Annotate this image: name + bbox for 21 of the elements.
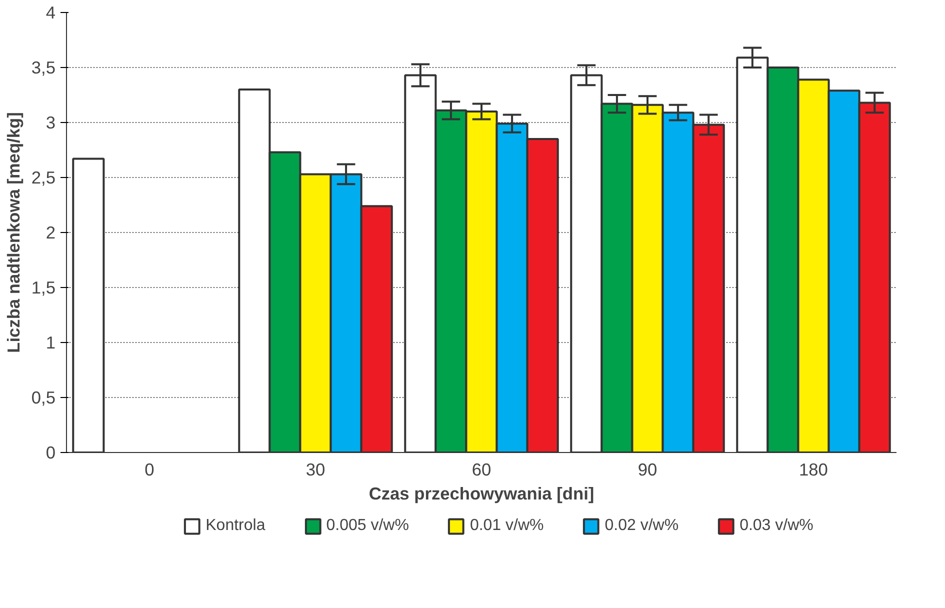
y-tick-label: 3,5: [31, 58, 56, 78]
y-tick-label: 0: [46, 442, 56, 462]
y-tick-label: 0,5: [31, 388, 56, 408]
legend-label: 0.005 v/w%: [326, 517, 409, 535]
legend-label: 0.02 v/w%: [604, 517, 679, 535]
legend-label: 0.03 v/w%: [740, 517, 814, 535]
legend-label: Kontrola: [206, 517, 266, 535]
x-axis-title: Czas przechowywania [dni]: [368, 484, 594, 504]
y-tick-label: 1,5: [31, 278, 56, 298]
x-tick-label: 60: [472, 460, 492, 480]
x-tick-label: 90: [638, 460, 658, 480]
x-tick-label: 0: [144, 460, 154, 480]
x-tick-label: 180: [799, 460, 828, 480]
x-tick-label: 30: [306, 460, 326, 480]
legend-label: 0.01 v/w%: [470, 517, 544, 535]
y-tick-label: 2: [46, 222, 56, 242]
y-tick-label: 4: [46, 2, 56, 22]
y-tick-label: 3: [46, 112, 56, 132]
y-axis-title: Liczba nadtlenkowa [meq/kg]: [3, 112, 24, 353]
y-tick-label: 2,5: [31, 168, 56, 188]
y-tick-label: 1: [46, 332, 56, 352]
